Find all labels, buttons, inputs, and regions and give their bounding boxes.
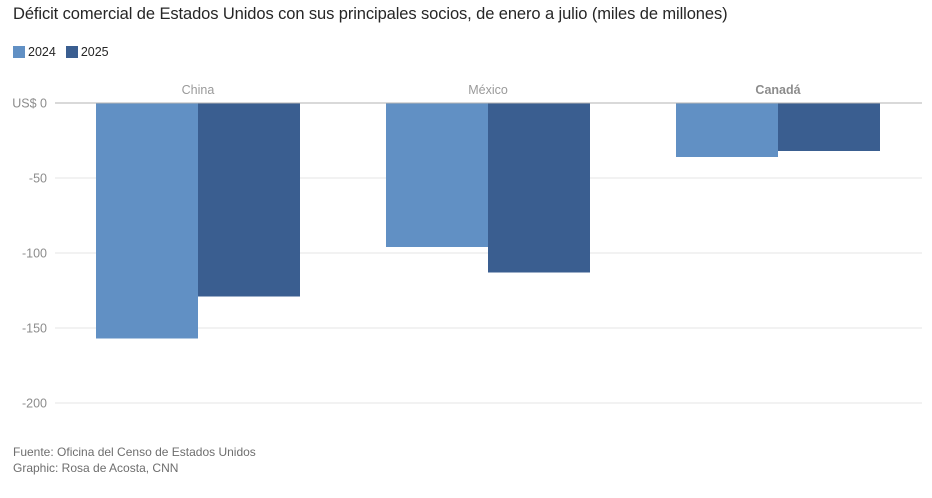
category-label: China (182, 83, 215, 97)
bar-2024 (676, 103, 778, 157)
bar-2025 (488, 103, 590, 273)
y-tick-label: -100 (22, 247, 47, 261)
legend-label-2025: 2025 (80, 45, 109, 59)
category-label: México (468, 83, 508, 97)
legend-swatch-2025 (65, 46, 78, 58)
bar-chart: US$ 0 -50 -100 -150 -200 China México Canadá (12, 83, 922, 411)
bar-2024 (96, 103, 198, 339)
legend-item-2025: 2025 (65, 45, 109, 59)
y-tick-label: -200 (22, 397, 47, 411)
y-tick-label: US$ 0 (12, 97, 47, 111)
credit-note: Graphic: Rosa de Acosta, CNN (13, 461, 179, 475)
bar-2025 (198, 103, 300, 297)
y-tick-label: -50 (29, 172, 47, 186)
legend-label-2024: 2024 (28, 45, 56, 59)
bar-2024 (386, 103, 488, 247)
chart-title: Déficit comercial de Estados Unidos con … (13, 5, 728, 23)
chart-legend: 2024 2025 (13, 45, 119, 59)
legend-swatch-2024 (13, 46, 25, 58)
y-tick-label: -150 (22, 322, 47, 336)
category-label: Canadá (755, 83, 800, 97)
bar-2025 (778, 103, 880, 151)
legend-item-2024: 2024 (13, 45, 56, 59)
source-note: Fuente: Oficina del Censo de Estados Uni… (13, 445, 256, 459)
chart-footer: Fuente: Oficina del Censo de Estados Uni… (13, 444, 256, 476)
